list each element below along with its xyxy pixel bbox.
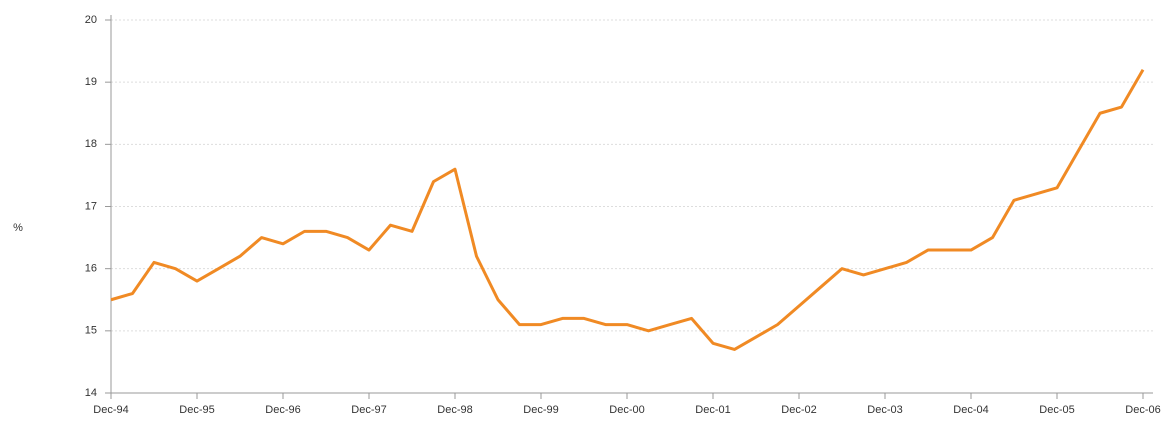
y-tick-label: 19 <box>85 76 97 88</box>
y-tick-label: 18 <box>85 138 97 150</box>
y-tick-label: 16 <box>85 263 97 275</box>
x-tick-label: Dec-04 <box>953 404 988 416</box>
y-axis-label: % <box>13 222 23 234</box>
x-tick-label: Dec-02 <box>781 404 816 416</box>
y-tick-label: 15 <box>85 325 97 337</box>
y-tick-label: 14 <box>85 387 97 399</box>
x-tick-label: Dec-99 <box>523 404 558 416</box>
x-tick-label: Dec-05 <box>1039 404 1074 416</box>
y-tick-label: 20 <box>85 14 97 26</box>
x-tick-label: Dec-95 <box>179 404 214 416</box>
line <box>110 68 1145 351</box>
x-tick-label: Dec-01 <box>695 404 730 416</box>
x-tick-label: Dec-98 <box>437 404 472 416</box>
x-tick-label: Dec-96 <box>265 404 300 416</box>
x-tick-label: Dec-94 <box>93 404 128 416</box>
x-tick-label: Dec-03 <box>867 404 902 416</box>
y-tick-label: 17 <box>85 200 97 212</box>
x-tick-label: Dec-00 <box>609 404 644 416</box>
x-tick-label: Dec-06 <box>1125 404 1160 416</box>
x-tick-label: Dec-97 <box>351 404 386 416</box>
